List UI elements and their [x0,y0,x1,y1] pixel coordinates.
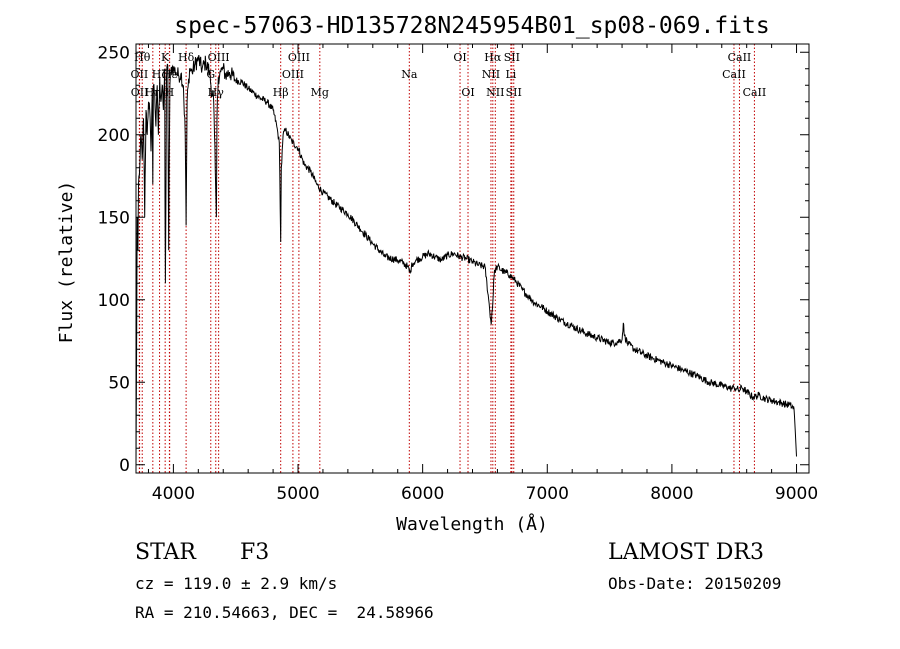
spectral-line-label: OIII [288,51,310,64]
spectral-line-label: Hδ [178,51,195,64]
y-tick-label: 250 [98,43,130,63]
spectral-line-label: Mg [311,86,329,99]
x-tick-label: 4000 [152,484,195,504]
spectral-line-label: OIII [208,51,230,64]
y-tick-label: 0 [119,456,130,476]
y-tick-label: 50 [108,373,130,393]
spectral-line-label: G [206,68,215,81]
spectral-line-label: NII [482,68,500,81]
spectral-line-label: OII [131,86,149,99]
object-class: STAR [135,540,196,565]
spectral-line-label: OI [453,51,466,64]
spectral-line-label: SII [506,86,522,99]
spectral-line-label: Na [401,68,418,81]
x-tick-label: 8000 [650,484,693,504]
spectral-line-label: Hζ [152,68,168,81]
x-tick-label: 6000 [401,484,444,504]
coordinates-text: RA = 210.54663, DEC = 24.58966 [135,603,434,622]
spectral-line-label: OIII [282,68,304,81]
x-tick-label: 7000 [526,484,569,504]
y-tick-label: 200 [98,126,130,146]
spectral-line-label: Li [505,68,516,81]
spectral-line-label: Hβ [273,86,289,99]
spectral-line-label: Hγ [208,86,225,99]
survey-name: LAMOST DR3 [608,540,764,565]
plot-frame [135,43,810,474]
x-tick-label: 9000 [775,484,818,504]
y-tick-label: 100 [98,291,130,311]
y-axis-label: Flux (relative) [56,181,77,344]
spectral-line-label: SII [504,51,520,64]
spectral-line-label: Hα [484,51,502,64]
x-tick-label: 5000 [276,484,319,504]
spectral-line-label: NII [486,86,504,99]
spectral-line-label: Hη [145,86,161,99]
spectral-line-label: OII [131,68,149,81]
object-subclass: F3 [240,540,270,565]
spectral-line-label: Hθ [134,51,151,64]
spectral-lines [138,44,755,473]
y-tick-label: 150 [98,208,130,228]
spectral-line-label: CaII [722,68,746,81]
spectral-line-label: CaII [728,51,752,64]
chart-title: spec-57063-HD135728N245954B01_sp08-069.f… [174,13,769,39]
x-axis-label: Wavelength (Å) [396,513,548,535]
redshift-text: cz = 119.0 ± 2.9 km/s [135,574,338,593]
spectral-line-label: K [161,51,170,64]
x-axis: 4000 5000 6000 7000 8000 9000 [147,44,818,504]
spectral-line-label: OI [461,86,474,99]
y-axis: 0 50 100 150 200 250 [98,43,809,476]
spectrum-series-line [135,55,797,465]
obs-date: Obs-Date: 20150209 [608,574,782,593]
spectral-line-label: CaII [743,86,767,99]
